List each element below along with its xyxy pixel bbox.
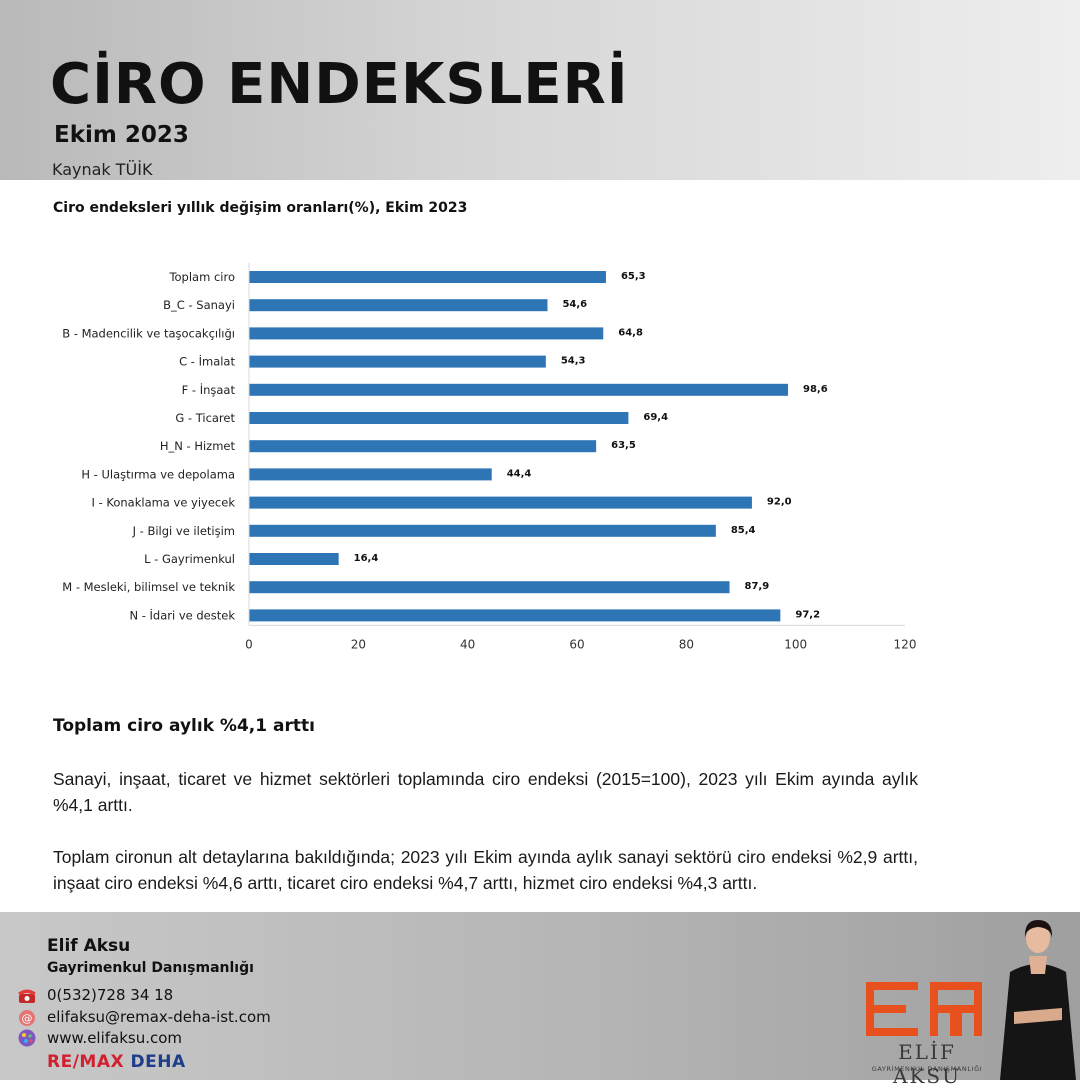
bar [249, 496, 752, 509]
x-tick-label: 120 [894, 637, 917, 651]
logo-name: ELİF AKSU [893, 1040, 961, 1088]
value-label: 44,4 [507, 468, 532, 479]
category-label: J - Bilgi ve iletişim [132, 524, 235, 538]
category-label: H - Ulaştırma ve depolama [81, 467, 235, 481]
category-label: B - Madencilik ve taşocakçılığı [62, 326, 235, 340]
value-label: 63,5 [611, 440, 636, 451]
page-title: CİRO ENDEKSLERİ [50, 52, 629, 117]
category-label: M - Mesleki, bilimsel ve teknik [62, 580, 235, 594]
value-label: 64,8 [618, 327, 643, 338]
bar [249, 299, 548, 312]
article-paragraph-2: Toplam cironun alt detaylarına bakıldığı… [53, 847, 918, 893]
category-label: L - Gayrimenkul [144, 552, 235, 566]
contact-website[interactable]: www.elifaksu.com [16, 1028, 182, 1048]
remax-brand-logo: RE/MAX DEHA [47, 1052, 186, 1072]
footer: Elif Aksu Gayrimenkul Danışmanlığı 0(532… [0, 912, 1080, 1088]
phone-number: 0(532)728 34 18 [47, 986, 174, 1004]
category-label: C - İmalat [179, 354, 235, 369]
x-tick-label: 0 [245, 637, 253, 651]
category-label: G - Ticaret [175, 411, 235, 425]
x-tick-label: 80 [679, 637, 694, 651]
value-label: 87,9 [745, 581, 770, 592]
x-tick-label: 100 [784, 637, 807, 651]
value-label: 54,3 [561, 356, 586, 367]
bar [249, 440, 597, 453]
agent-portrait [1000, 920, 1076, 1080]
article-headline: Toplam ciro aylık %4,1 arttı [53, 716, 315, 736]
bar [249, 355, 546, 368]
bar [249, 412, 629, 424]
category-label: B_C - Sanayi [163, 298, 235, 312]
bar-chart: Toplam ciro B_C - Sanayi B - Madencilik ve… [62, 263, 916, 651]
bar [249, 271, 606, 283]
bars [249, 271, 789, 622]
logo-tagline: GAYRİMENKUL DANIŞMANLIĞI [871, 1065, 983, 1073]
bar [249, 327, 604, 340]
chart-title: Ciro endeksleri yıllık değişim oranları(… [53, 200, 468, 216]
x-tick-labels: 0 20 40 60 80 100 120 [245, 637, 916, 651]
phone-icon [18, 989, 36, 1003]
category-label: Toplam ciro [168, 270, 235, 284]
bar [249, 383, 789, 396]
value-label: 85,4 [731, 525, 756, 536]
bar [249, 581, 730, 594]
email-address: elifaksu@remax-deha-ist.com [47, 1008, 271, 1026]
agent-role: Gayrimenkul Danışmanlığı [47, 960, 254, 976]
contact-email[interactable]: @ elifaksu@remax-deha-ist.com [16, 1007, 271, 1027]
contact-phone[interactable]: 0(532)728 34 18 [16, 985, 173, 1005]
agent-name: Elif Aksu [47, 936, 131, 956]
bar [249, 524, 716, 537]
value-label: 54,6 [562, 299, 587, 310]
x-tick-label: 60 [569, 637, 584, 651]
svg-text:@: @ [22, 1012, 33, 1025]
value-label: 97,2 [795, 609, 820, 620]
value-label: 16,4 [354, 553, 379, 564]
bar [249, 468, 492, 481]
x-tick-label: 20 [351, 637, 366, 651]
bar [249, 609, 781, 622]
bar [249, 553, 339, 565]
category-label: I - Konaklama ve yiyecek [92, 496, 236, 510]
page-subtitle: Ekim 2023 [54, 122, 189, 148]
x-tick-label: 40 [460, 637, 475, 651]
website-url: www.elifaksu.com [47, 1029, 183, 1047]
value-label: 69,4 [643, 412, 668, 423]
content-area: Toplam ciro B_C - Sanayi B - Madencilik ve… [0, 180, 1080, 912]
value-label: 65,3 [621, 271, 646, 282]
category-labels: Toplam ciro B_C - Sanayi B - Madencilik ve… [62, 270, 235, 622]
header-band: CİRO ENDEKSLERİ Ekim 2023 Kaynak TÜİK [0, 0, 1080, 180]
elif-aksu-logo [866, 982, 982, 1036]
value-labels: 65,3 54,6 64,8 54,3 98,6 69,4 63,5 44,4 92,0 85,4… [354, 271, 828, 620]
value-label: 98,6 [803, 384, 828, 395]
category-label: H_N - Hizmet [160, 439, 236, 453]
email-icon: @ [19, 1010, 35, 1026]
category-label: N - İdari ve destek [129, 607, 235, 622]
globe-icon [18, 1029, 36, 1047]
article-paragraph-1: Sanayi, inşaat, ticaret ve hizmet sektör… [53, 769, 918, 815]
source-text: Kaynak TÜİK [52, 160, 153, 179]
category-label: F - İnşaat [182, 382, 236, 397]
value-label: 92,0 [767, 497, 792, 508]
